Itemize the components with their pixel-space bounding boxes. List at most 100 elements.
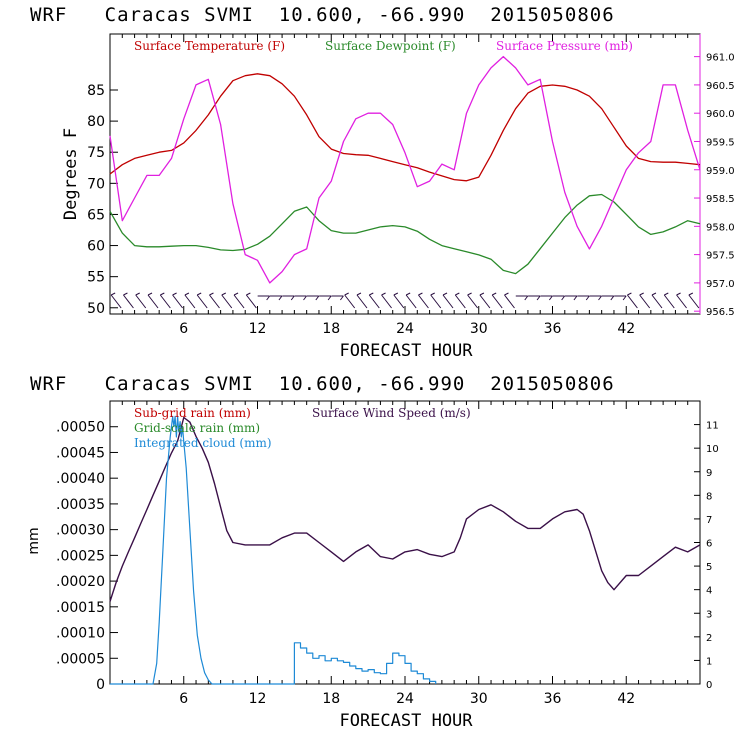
wind-barb	[626, 294, 638, 309]
legend-temperature: Surface Temperature (F)	[134, 39, 285, 53]
wind-barb-flag	[266, 295, 271, 301]
wind-barb-flag	[491, 292, 497, 296]
wind-barb	[381, 294, 392, 309]
wind-barb	[110, 294, 122, 309]
bottom-y2-tick-label: 1	[706, 656, 712, 667]
top-y2-tick-label: 960.5	[706, 81, 735, 92]
bottom-y2-tick-label: 9	[706, 468, 712, 479]
wind-barb-flag	[303, 295, 307, 301]
wind-barb	[479, 294, 491, 309]
top-y2-tick-label: 958.5	[706, 194, 735, 205]
top-y2-tick-label: 959.5	[706, 137, 735, 148]
wind-barb-flag	[548, 295, 553, 301]
temperature-line	[109, 73, 701, 182]
wind-barb	[123, 294, 134, 309]
wind-barb-flag	[455, 292, 460, 296]
top-x-tick-label: 42	[617, 321, 635, 337]
top-y2-tick-label: 957.0	[706, 279, 735, 290]
wind-barb-flag	[369, 292, 374, 296]
top-y-tick-label: 55	[87, 270, 105, 286]
top-x-tick-label: 24	[396, 321, 414, 337]
legend-integrated-cloud: Integrated cloud (mm)	[134, 436, 272, 450]
bottom-y2-tick-label: 8	[706, 491, 712, 502]
top-y-tick-label: 60	[87, 239, 105, 255]
wind-barb-flag	[405, 292, 411, 296]
bottom-y-tick-label: .00005	[56, 651, 105, 667]
wind-barb-flag	[610, 295, 615, 301]
bottom-y2-tick-label: 2	[706, 633, 712, 644]
top-y-axis-title: Degrees F	[61, 128, 81, 220]
legend-gridscale-rain: Grid-scale rain (mm)	[134, 421, 260, 435]
wind-barb-flag	[209, 292, 214, 296]
wind-barb	[418, 294, 429, 309]
wind-barb-flag	[664, 292, 669, 296]
wind-barb	[368, 294, 380, 309]
bottom-y-tick-label: .00020	[56, 574, 105, 590]
top-x-tick-label: 36	[544, 321, 562, 337]
wind-barb	[233, 294, 245, 309]
wind-barb-flag	[123, 292, 128, 296]
wind-barb-flag	[585, 295, 590, 301]
top-y-tick-label: 65	[87, 207, 105, 223]
integrated-cloud-line	[110, 415, 437, 685]
top-x-tick-label: 12	[249, 321, 267, 337]
legend-pressure: Surface Pressure (mb)	[496, 39, 633, 53]
bottom-y-tick-label: .00040	[56, 471, 105, 487]
legend-subgrid-rain: Sub-grid rain (mm)	[134, 406, 251, 420]
wind-barb-flag	[221, 292, 226, 296]
bottom-y2-tick-label: 10	[706, 444, 719, 455]
wind-barb	[676, 294, 687, 309]
wind-barb	[393, 294, 405, 309]
top-x-tick-label: 18	[322, 321, 340, 337]
wind-barb-flag	[160, 292, 165, 296]
wind-barb-flag	[627, 292, 632, 296]
top-y2-tick-label: 959.0	[706, 166, 735, 177]
top-y-tick-label: 80	[87, 114, 105, 130]
bottom-x-axis-title: FORECAST HOUR	[339, 711, 473, 731]
bottom-y2-tick-label: 11	[706, 421, 719, 432]
bottom-y-axis-title: mm	[26, 527, 42, 554]
wind-barb-flag	[676, 292, 681, 296]
wind-barb-flag	[418, 292, 423, 296]
wind-barb-flag	[246, 292, 251, 296]
bottom-x-tick-label: 42	[617, 691, 635, 707]
wind-barb-flag	[327, 295, 332, 301]
wind-barb	[454, 294, 466, 309]
bottom-series-group	[109, 415, 701, 685]
wind-barb-flag	[233, 292, 239, 296]
wind-barb-flag	[172, 292, 177, 296]
bottom-y-tick-label: .00030	[56, 523, 105, 539]
top-axis-ticks: 6 12 18 24 30 36 42 50 55 60 65 70 75 80 85 956.5 957.0 9…	[87, 34, 735, 337]
wind-barb	[430, 294, 442, 309]
wind-barb-flag	[135, 292, 140, 296]
wind-barb-flag	[110, 292, 116, 296]
wind-barb-flag	[504, 292, 509, 296]
wind-barb-flag	[196, 292, 202, 296]
wind-barb-flag	[479, 292, 485, 296]
wind-barb-flag	[573, 295, 578, 301]
wind-barb-flag	[651, 292, 657, 296]
wind-barb	[442, 294, 454, 309]
wind-barb	[663, 294, 675, 309]
wind-barb	[504, 294, 515, 309]
bottom-y2-tick-label: 3	[706, 609, 712, 620]
legend-wind-speed: Surface Wind Speed (m/s)	[312, 406, 471, 420]
bottom-x-tick-label: 12	[249, 691, 267, 707]
bottom-x-tick-label: 36	[544, 691, 562, 707]
wind-barb-flag	[315, 295, 320, 301]
wind-barb-flag	[344, 292, 349, 296]
top-chart-title: WRF Caracas SVMI 10.600, -66.990 2015050…	[30, 4, 615, 26]
wind-barb-flag	[688, 292, 694, 296]
wind-barb	[688, 294, 700, 309]
bottom-chart-title: WRF Caracas SVMI 10.600, -66.990 2015050…	[30, 373, 615, 395]
bottom-y-tick-label: .00035	[56, 497, 105, 513]
wind-barb	[651, 294, 663, 309]
wind-barb-flag	[598, 295, 602, 301]
wind-barb-flag	[622, 295, 627, 301]
top-plot-frame	[109, 33, 701, 315]
wind-barb	[467, 294, 479, 309]
wind-barb	[639, 294, 651, 309]
bottom-x-tick-label: 18	[322, 691, 340, 707]
wind-speed-line	[109, 416, 701, 602]
